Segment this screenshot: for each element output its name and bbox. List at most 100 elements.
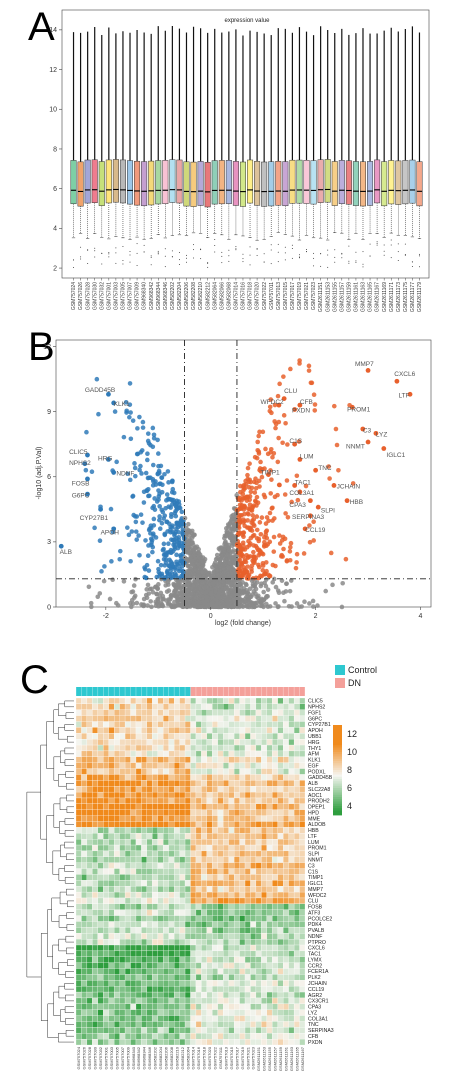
heatmap-cell bbox=[299, 880, 306, 887]
heatmap-cell bbox=[184, 739, 191, 746]
heatmap-cell bbox=[277, 874, 284, 881]
heatmap-cell bbox=[152, 756, 158, 763]
heatmap-cell bbox=[190, 733, 197, 740]
x-tick-label: GSM757019 bbox=[297, 282, 303, 310]
heatmap-cell bbox=[146, 733, 153, 740]
heatmap-cell bbox=[283, 891, 289, 899]
heatmap-cell bbox=[152, 844, 158, 852]
heatmap-cell bbox=[223, 844, 229, 852]
heatmap-cell bbox=[103, 874, 109, 881]
heatmap-cell bbox=[75, 974, 82, 981]
volcano-point bbox=[167, 563, 172, 569]
heatmap-cell bbox=[217, 750, 224, 757]
volcano-point bbox=[172, 510, 178, 516]
heatmap-cell bbox=[114, 868, 120, 875]
heatmap-cell bbox=[179, 980, 186, 987]
heatmap-cell bbox=[97, 739, 104, 746]
heatmap-cell bbox=[108, 727, 115, 734]
heatmap-cell bbox=[157, 897, 164, 904]
heatmap-cell bbox=[288, 927, 295, 934]
gene-label-TAC1: TAC1 bbox=[295, 479, 312, 486]
heatmap-cell bbox=[103, 927, 109, 934]
heatmap-cell bbox=[124, 874, 131, 881]
heatmap-cell bbox=[233, 950, 240, 957]
heatmap-cell bbox=[92, 791, 98, 799]
box-GSM582210 bbox=[197, 161, 204, 206]
volcano-point bbox=[133, 529, 139, 534]
heatmap-cell bbox=[135, 886, 142, 893]
volcano-point bbox=[211, 570, 217, 576]
heatmap-cell bbox=[114, 756, 120, 763]
heatmap-cell bbox=[103, 903, 109, 910]
heatmap-cell bbox=[168, 909, 175, 916]
box-outlier bbox=[383, 244, 385, 246]
heatmap-cell bbox=[152, 803, 158, 810]
volcano-point bbox=[288, 544, 293, 550]
volcano-point bbox=[159, 571, 165, 577]
heatmap-cell bbox=[184, 897, 191, 904]
heatmap-cell bbox=[206, 780, 213, 787]
heatmap-cell bbox=[255, 697, 262, 705]
volcano-point bbox=[245, 564, 251, 569]
heatmap-cell bbox=[108, 909, 115, 916]
heatmap-cell bbox=[130, 856, 137, 863]
heatmap-cell bbox=[223, 897, 229, 904]
heatmap-cell bbox=[184, 980, 191, 987]
heatmap-cell bbox=[288, 950, 295, 957]
volcano-point bbox=[241, 486, 247, 491]
heatmap-cell bbox=[184, 733, 191, 740]
heatmap-cell bbox=[261, 786, 267, 793]
volcano-point bbox=[172, 532, 177, 538]
heatmap-cell bbox=[119, 968, 126, 975]
heatmap-cell bbox=[174, 750, 180, 757]
heatmap-cell bbox=[168, 780, 175, 787]
heatmap-cell bbox=[130, 868, 137, 875]
heatmap-cell bbox=[92, 891, 98, 899]
box-outlier bbox=[369, 243, 371, 245]
heatmap-cell bbox=[135, 797, 142, 804]
volcano-point bbox=[306, 368, 312, 373]
heatmap-cell bbox=[266, 833, 273, 840]
heatmap-cell bbox=[157, 968, 164, 975]
heatmap-cell bbox=[223, 939, 229, 946]
volcano-point bbox=[83, 467, 89, 473]
heatmap-cell bbox=[81, 874, 88, 881]
heatmap-cell bbox=[152, 950, 158, 957]
volcano-point bbox=[221, 602, 226, 608]
volcano-point bbox=[226, 577, 231, 582]
heatmap-cell bbox=[163, 768, 169, 775]
heatmap-cell bbox=[81, 968, 88, 975]
heatmap-cell bbox=[244, 756, 251, 763]
volcano-point-C3 bbox=[360, 426, 366, 432]
heatmap-cell bbox=[92, 903, 98, 910]
volcano-point bbox=[236, 595, 242, 600]
heatmap-cell bbox=[212, 956, 218, 963]
heatmap-cell bbox=[261, 891, 267, 899]
gene-label-APOH: APOH bbox=[101, 529, 120, 536]
heatmap-cell bbox=[81, 768, 88, 775]
heatmap-cell bbox=[223, 791, 229, 799]
heatmap-cell bbox=[135, 780, 142, 787]
heatmap-cell bbox=[108, 944, 115, 952]
heatmap-cell bbox=[195, 821, 202, 828]
volcano-point bbox=[214, 580, 220, 586]
heatmap-cell bbox=[146, 980, 153, 987]
volcano-point bbox=[99, 569, 104, 574]
heatmap-cell bbox=[152, 839, 158, 846]
heatmap-cell bbox=[217, 774, 224, 781]
box-outlier bbox=[277, 243, 279, 245]
heatmap-cell bbox=[206, 974, 213, 981]
volcano-point bbox=[177, 590, 183, 595]
volcano-point bbox=[101, 578, 107, 584]
heatmap-cell bbox=[146, 950, 153, 957]
heatmap-cell bbox=[293, 933, 300, 940]
volcano-point bbox=[176, 568, 182, 574]
heatmap-cell bbox=[299, 815, 306, 822]
heatmap-cell bbox=[244, 956, 251, 963]
heatmap-cell bbox=[299, 839, 306, 846]
heatmap-cell bbox=[174, 927, 180, 934]
volcano-point bbox=[281, 546, 286, 552]
heatmap-cell bbox=[293, 921, 300, 928]
heatmap-cell bbox=[135, 786, 142, 793]
heatmap-cell bbox=[184, 703, 191, 710]
